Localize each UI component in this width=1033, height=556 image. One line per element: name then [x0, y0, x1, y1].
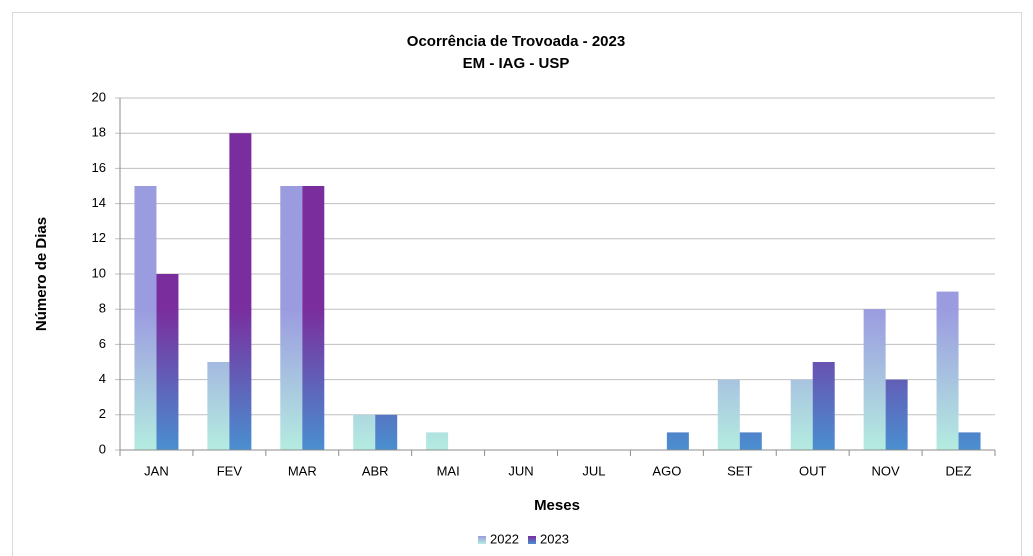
x-tick-label: JAN [144, 463, 169, 478]
bar [353, 414, 376, 450]
x-tick-label: JUL [582, 463, 605, 478]
x-tick-label: ABR [362, 463, 389, 478]
y-tick-label: 8 [99, 301, 106, 316]
legend-swatch [478, 536, 486, 544]
bar [426, 432, 449, 450]
bar [375, 414, 398, 450]
y-tick-label: 18 [92, 125, 106, 140]
bar [812, 362, 835, 450]
x-tick-label: SET [727, 463, 752, 478]
chart-title: Ocorrência de Trovoada - 2023 [407, 33, 625, 50]
x-tick-label: NOV [872, 463, 901, 478]
x-tick-label: OUT [799, 463, 827, 478]
y-tick-label: 6 [99, 336, 106, 351]
x-tick-label: MAI [437, 463, 460, 478]
x-tick-label: AGO [652, 463, 681, 478]
legend-label: 2023 [540, 531, 569, 546]
x-tick-label: JUN [508, 463, 533, 478]
x-tick-label: FEV [217, 463, 243, 478]
y-tick-label: 14 [92, 195, 106, 210]
legend-label: 2022 [490, 531, 519, 546]
y-tick-label: 12 [92, 230, 106, 245]
y-tick-label: 2 [99, 406, 106, 421]
bar [739, 432, 762, 450]
bar [790, 379, 813, 450]
bar [134, 186, 157, 450]
y-tick-label: 0 [99, 441, 106, 456]
legend-swatch [528, 536, 536, 544]
bar [717, 379, 740, 450]
x-tick-label: MAR [288, 463, 317, 478]
bar [156, 274, 179, 450]
x-tick-label: DEZ [946, 463, 972, 478]
bar [666, 432, 689, 450]
bar [280, 186, 303, 450]
bar [207, 362, 230, 450]
x-axis-title: Meses [534, 497, 580, 514]
y-tick-label: 10 [92, 265, 106, 280]
bar [863, 309, 886, 450]
chart-subtitle: EM - IAG - USP [463, 55, 570, 72]
y-tick-label: 20 [92, 89, 106, 104]
bar [958, 432, 981, 450]
y-tick-label: 16 [92, 160, 106, 175]
bar [885, 379, 908, 450]
y-tick-label: 4 [99, 371, 106, 386]
bar [302, 186, 325, 450]
chart-frame [12, 12, 1022, 556]
bar [229, 133, 252, 450]
bar [936, 291, 959, 450]
y-axis-title: Número de Dias [33, 217, 50, 331]
